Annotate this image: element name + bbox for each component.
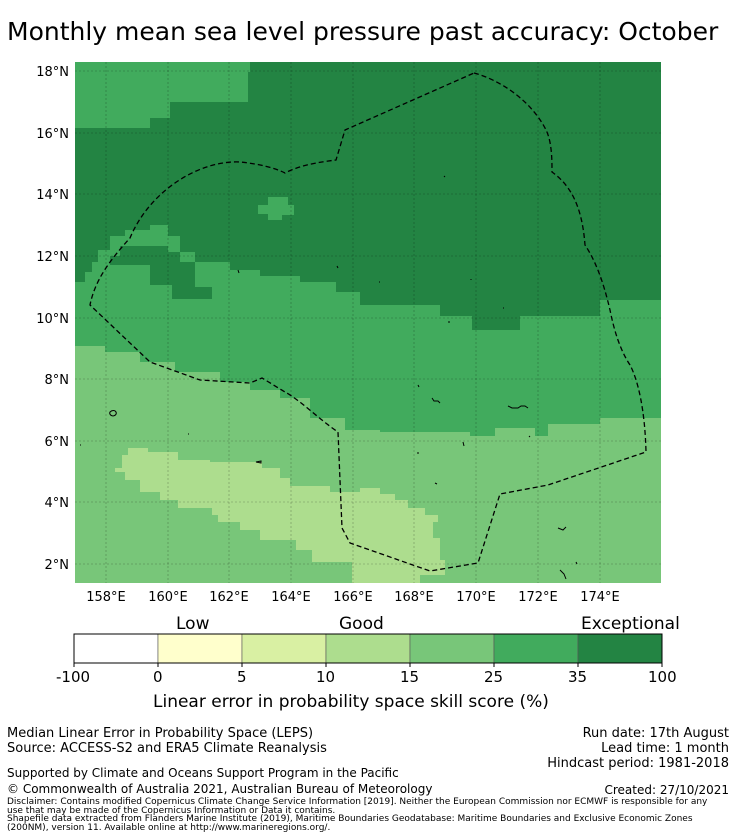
lon-tick-label: 174°E — [580, 590, 620, 605]
footer-run-date: Run date: 17th August — [582, 726, 729, 741]
lat-tick-label: 2°N — [45, 558, 70, 573]
colorbar-label-exceptional: Exceptional — [581, 614, 680, 634]
colorbar-tick-label: 0 — [153, 668, 163, 686]
lon-tick-label: 162°E — [209, 590, 249, 605]
zone-skill-15-25 — [75, 346, 661, 583]
colorbar-label-low: Low — [176, 614, 210, 634]
footer-disclaimer-2: use that may be made of the Copernicus I… — [7, 806, 336, 816]
lat-tick-label: 8°N — [45, 373, 70, 388]
lat-tick-label: 6°N — [45, 435, 70, 450]
lon-tick-labels: 158°E 160°E 162°E 164°E 166°E 168°E 170°… — [86, 590, 620, 605]
lon-tick-label: 168°E — [394, 590, 434, 605]
zone-patch — [258, 197, 294, 220]
footer-disclaimer-1: Disclaimer: Contains modified Copernicus… — [7, 797, 708, 807]
colorbar-segment — [241, 633, 327, 664]
colorbar-tick-label: -100 — [56, 668, 91, 686]
lon-tick-label: 166°E — [333, 590, 373, 605]
lon-tick-label: 170°E — [456, 590, 496, 605]
footer-leps-line: Median Linear Error in Probability Space… — [7, 726, 314, 741]
lat-tick-label: 18°N — [36, 65, 69, 80]
colorbar-tick-label: 15 — [400, 668, 420, 686]
colorbar-tick-label: 5 — [237, 668, 247, 686]
colorbar-segment — [577, 633, 663, 664]
footer-created: Created: 27/10/2021 — [604, 783, 729, 797]
colorbar-tick-label: 25 — [484, 668, 504, 686]
eez-boundary — [89, 72, 647, 572]
lat-tick-label: 10°N — [36, 312, 69, 327]
gridlines — [75, 62, 661, 583]
footer-shapefile-1: Shapefile data extracted from Flanders M… — [7, 814, 693, 824]
footer-lead-time: Lead time: 1 month — [601, 741, 729, 756]
islands — [80, 175, 578, 580]
colorbar-segment — [73, 633, 159, 664]
colorbar-segment — [157, 633, 243, 664]
colorbar-segment — [325, 633, 411, 664]
zone-skill-10-15 — [115, 448, 445, 583]
footer-copyright: © Commonwealth of Australia 2021, Austra… — [7, 782, 433, 796]
colorbar-tick-label: 35 — [568, 668, 588, 686]
footer-source-line: Source: ACCESS-S2 and ERA5 Climate Reana… — [7, 741, 327, 756]
zone-exceptional-tongue — [110, 246, 212, 299]
colorbar-tick-label: 100 — [648, 668, 677, 686]
lon-tick-label: 172°E — [518, 590, 558, 605]
lat-tick-label: 4°N — [45, 496, 70, 511]
lon-tick-label: 164°E — [271, 590, 311, 605]
colorbar-border — [73, 633, 663, 664]
footer-supported: Supported by Climate and Oceans Support … — [7, 766, 399, 780]
lon-tick-label: 160°E — [148, 590, 188, 605]
colorbar — [73, 633, 663, 667]
zone-upper-left — [75, 62, 250, 128]
colorbar-segment — [493, 633, 579, 664]
lat-tick-labels: 18°N 16°N 14°N 12°N 10°N 8°N 6°N 4°N 2°N — [36, 65, 69, 573]
skill-field — [75, 62, 661, 583]
lat-tick-label: 12°N — [36, 250, 69, 265]
colorbar-tick-label: 10 — [316, 668, 336, 686]
lon-tick-label: 158°E — [86, 590, 126, 605]
chart-title: Monthly mean sea level pressure past acc… — [7, 17, 719, 46]
colorbar-label-good: Good — [339, 614, 384, 634]
footer-hindcast: Hindcast period: 1981-2018 — [547, 756, 729, 771]
lat-tick-label: 14°N — [36, 188, 69, 203]
footer-shapefile-2: (200NM), version 11. Available online at… — [7, 823, 331, 833]
colorbar-axis-label: Linear error in probability space skill … — [153, 692, 549, 712]
colorbar-segment — [409, 633, 495, 664]
lat-tick-label: 16°N — [36, 127, 69, 142]
